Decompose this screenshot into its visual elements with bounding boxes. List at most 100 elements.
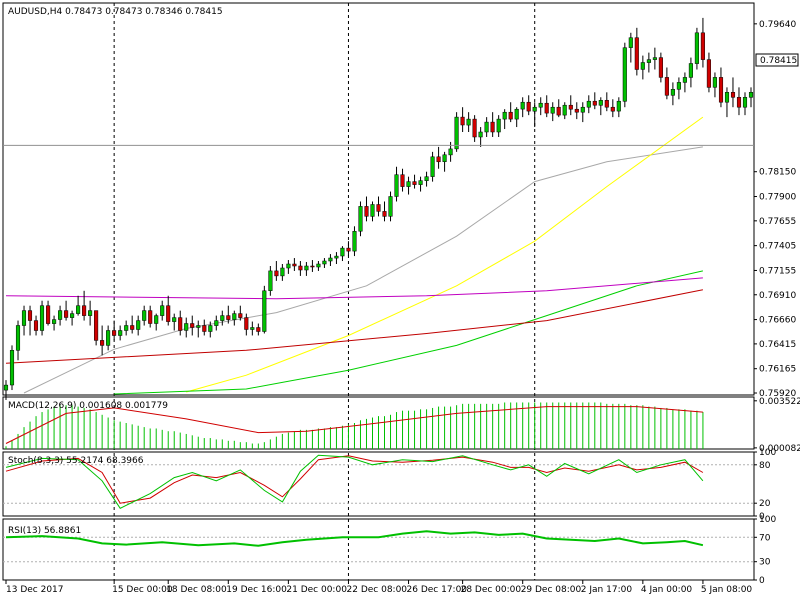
bullish-candle xyxy=(52,319,57,324)
bearish-candle xyxy=(64,310,69,318)
bullish-candle xyxy=(748,92,754,98)
bullish-candle xyxy=(430,156,435,177)
bullish-candle xyxy=(118,330,123,336)
rsi-indicator xyxy=(5,530,704,547)
bearish-candle xyxy=(412,181,417,185)
price-axis-tick: 0.76660 xyxy=(759,316,796,326)
bullish-candle xyxy=(142,310,147,321)
x-axis-tick-label: 26 Dec 17:00 xyxy=(407,585,468,595)
price-axis-tick: 0.78150 xyxy=(759,168,796,178)
stochastic-indicator xyxy=(5,454,704,509)
stoch-main-line xyxy=(5,454,704,509)
bearish-candle xyxy=(568,104,573,110)
bearish-candle xyxy=(274,270,279,277)
bullish-candle xyxy=(3,384,9,391)
bullish-candle xyxy=(484,121,489,133)
bearish-candle xyxy=(706,59,711,88)
bearish-candle xyxy=(27,310,33,321)
bullish-candle xyxy=(694,32,699,64)
bearish-candle xyxy=(700,32,705,60)
bullish-candle xyxy=(328,257,333,262)
bullish-candle xyxy=(15,325,21,351)
moving-average-line xyxy=(5,277,703,300)
x-axis-tick-label: 15 Dec 00:00 xyxy=(112,585,173,595)
y-axis-ticks: 0.79640 0.78150 0.77900 0.77655 0.77405 0.771… xyxy=(754,20,800,586)
bullish-candle xyxy=(724,92,730,103)
bullish-candle xyxy=(39,305,45,331)
bullish-candle xyxy=(742,97,748,108)
bullish-candle xyxy=(640,62,645,70)
bullish-candle xyxy=(442,154,447,162)
bearish-candle xyxy=(574,108,579,113)
price-axis-tick: 0.75920 xyxy=(759,389,796,399)
moving-averages xyxy=(5,116,704,395)
bullish-candle xyxy=(352,231,357,252)
x-axis-tick-label: 5 Jan 08:00 xyxy=(701,585,753,595)
bullish-candle xyxy=(160,305,165,316)
rsi-axis-tick: 30 xyxy=(759,558,771,568)
bullish-candle xyxy=(214,320,219,326)
bullish-candle xyxy=(394,174,399,197)
bearish-candle xyxy=(82,305,87,316)
bearish-candle xyxy=(604,100,609,108)
bearish-candle xyxy=(592,100,597,106)
bearish-candle xyxy=(544,102,549,114)
stoch-axis-tick: 80 xyxy=(759,461,771,471)
bullish-candle xyxy=(688,63,693,78)
bullish-candle xyxy=(250,327,255,330)
bullish-candle xyxy=(466,118,471,126)
price-candles[interactable] xyxy=(3,17,754,400)
bullish-candle xyxy=(316,263,321,268)
bullish-candle xyxy=(550,106,555,114)
bearish-candle xyxy=(460,116,465,126)
bullish-candle xyxy=(220,315,225,321)
price-axis-tick: 0.76910 xyxy=(759,291,796,301)
main-chart-title: AUDUSD,H4 0.78473 0.78473 0.78346 0.7841… xyxy=(8,7,223,17)
current-price-box xyxy=(755,53,799,67)
bearish-candle xyxy=(634,37,639,70)
x-axis-tick-label: 28 Dec 00:00 xyxy=(461,585,522,595)
bullish-candle xyxy=(208,325,213,332)
macd-indicator xyxy=(5,402,704,449)
bearish-candle xyxy=(664,77,669,96)
bullish-candle xyxy=(340,247,345,257)
stoch-axis-tick: 20 xyxy=(759,499,771,509)
bearish-candle xyxy=(526,101,531,112)
bullish-candle xyxy=(454,116,459,150)
bearish-candle xyxy=(472,118,477,138)
bearish-candle xyxy=(94,310,99,341)
bullish-candle xyxy=(502,111,507,120)
bullish-candle xyxy=(712,77,717,88)
bullish-candle xyxy=(154,315,159,324)
bullish-candle xyxy=(88,310,93,316)
rsi-axis-tick: 0 xyxy=(759,576,765,586)
rsi-axis-tick: 70 xyxy=(759,533,771,543)
bullish-candle xyxy=(514,108,519,120)
macd-signal-line xyxy=(5,406,703,444)
moving-average-line xyxy=(23,146,703,394)
bearish-candle xyxy=(730,92,736,98)
bullish-candle xyxy=(388,196,393,217)
bearish-candle xyxy=(376,204,381,212)
bullish-candle xyxy=(280,267,285,277)
bearish-candle xyxy=(490,121,495,133)
macd-axis-tick: 0.000082 xyxy=(759,444,800,454)
bullish-candle xyxy=(616,100,621,112)
price-axis-tick: 0.77655 xyxy=(759,217,796,227)
bearish-candle xyxy=(148,310,153,324)
bullish-candle xyxy=(334,255,339,259)
bearish-candle xyxy=(166,305,171,322)
bullish-candle xyxy=(538,102,543,108)
bearish-candle xyxy=(100,340,105,346)
bullish-candle xyxy=(580,106,585,113)
bearish-candle xyxy=(292,263,297,267)
bearish-candle xyxy=(400,174,405,187)
bearish-candle xyxy=(610,106,615,112)
bearish-candle xyxy=(508,111,513,120)
indicator-levels xyxy=(3,464,754,563)
stoch-title: Stoch(8,3,3) 55.2174 68.3966 xyxy=(8,456,144,466)
rsi-axis-tick: 100 xyxy=(759,515,776,525)
